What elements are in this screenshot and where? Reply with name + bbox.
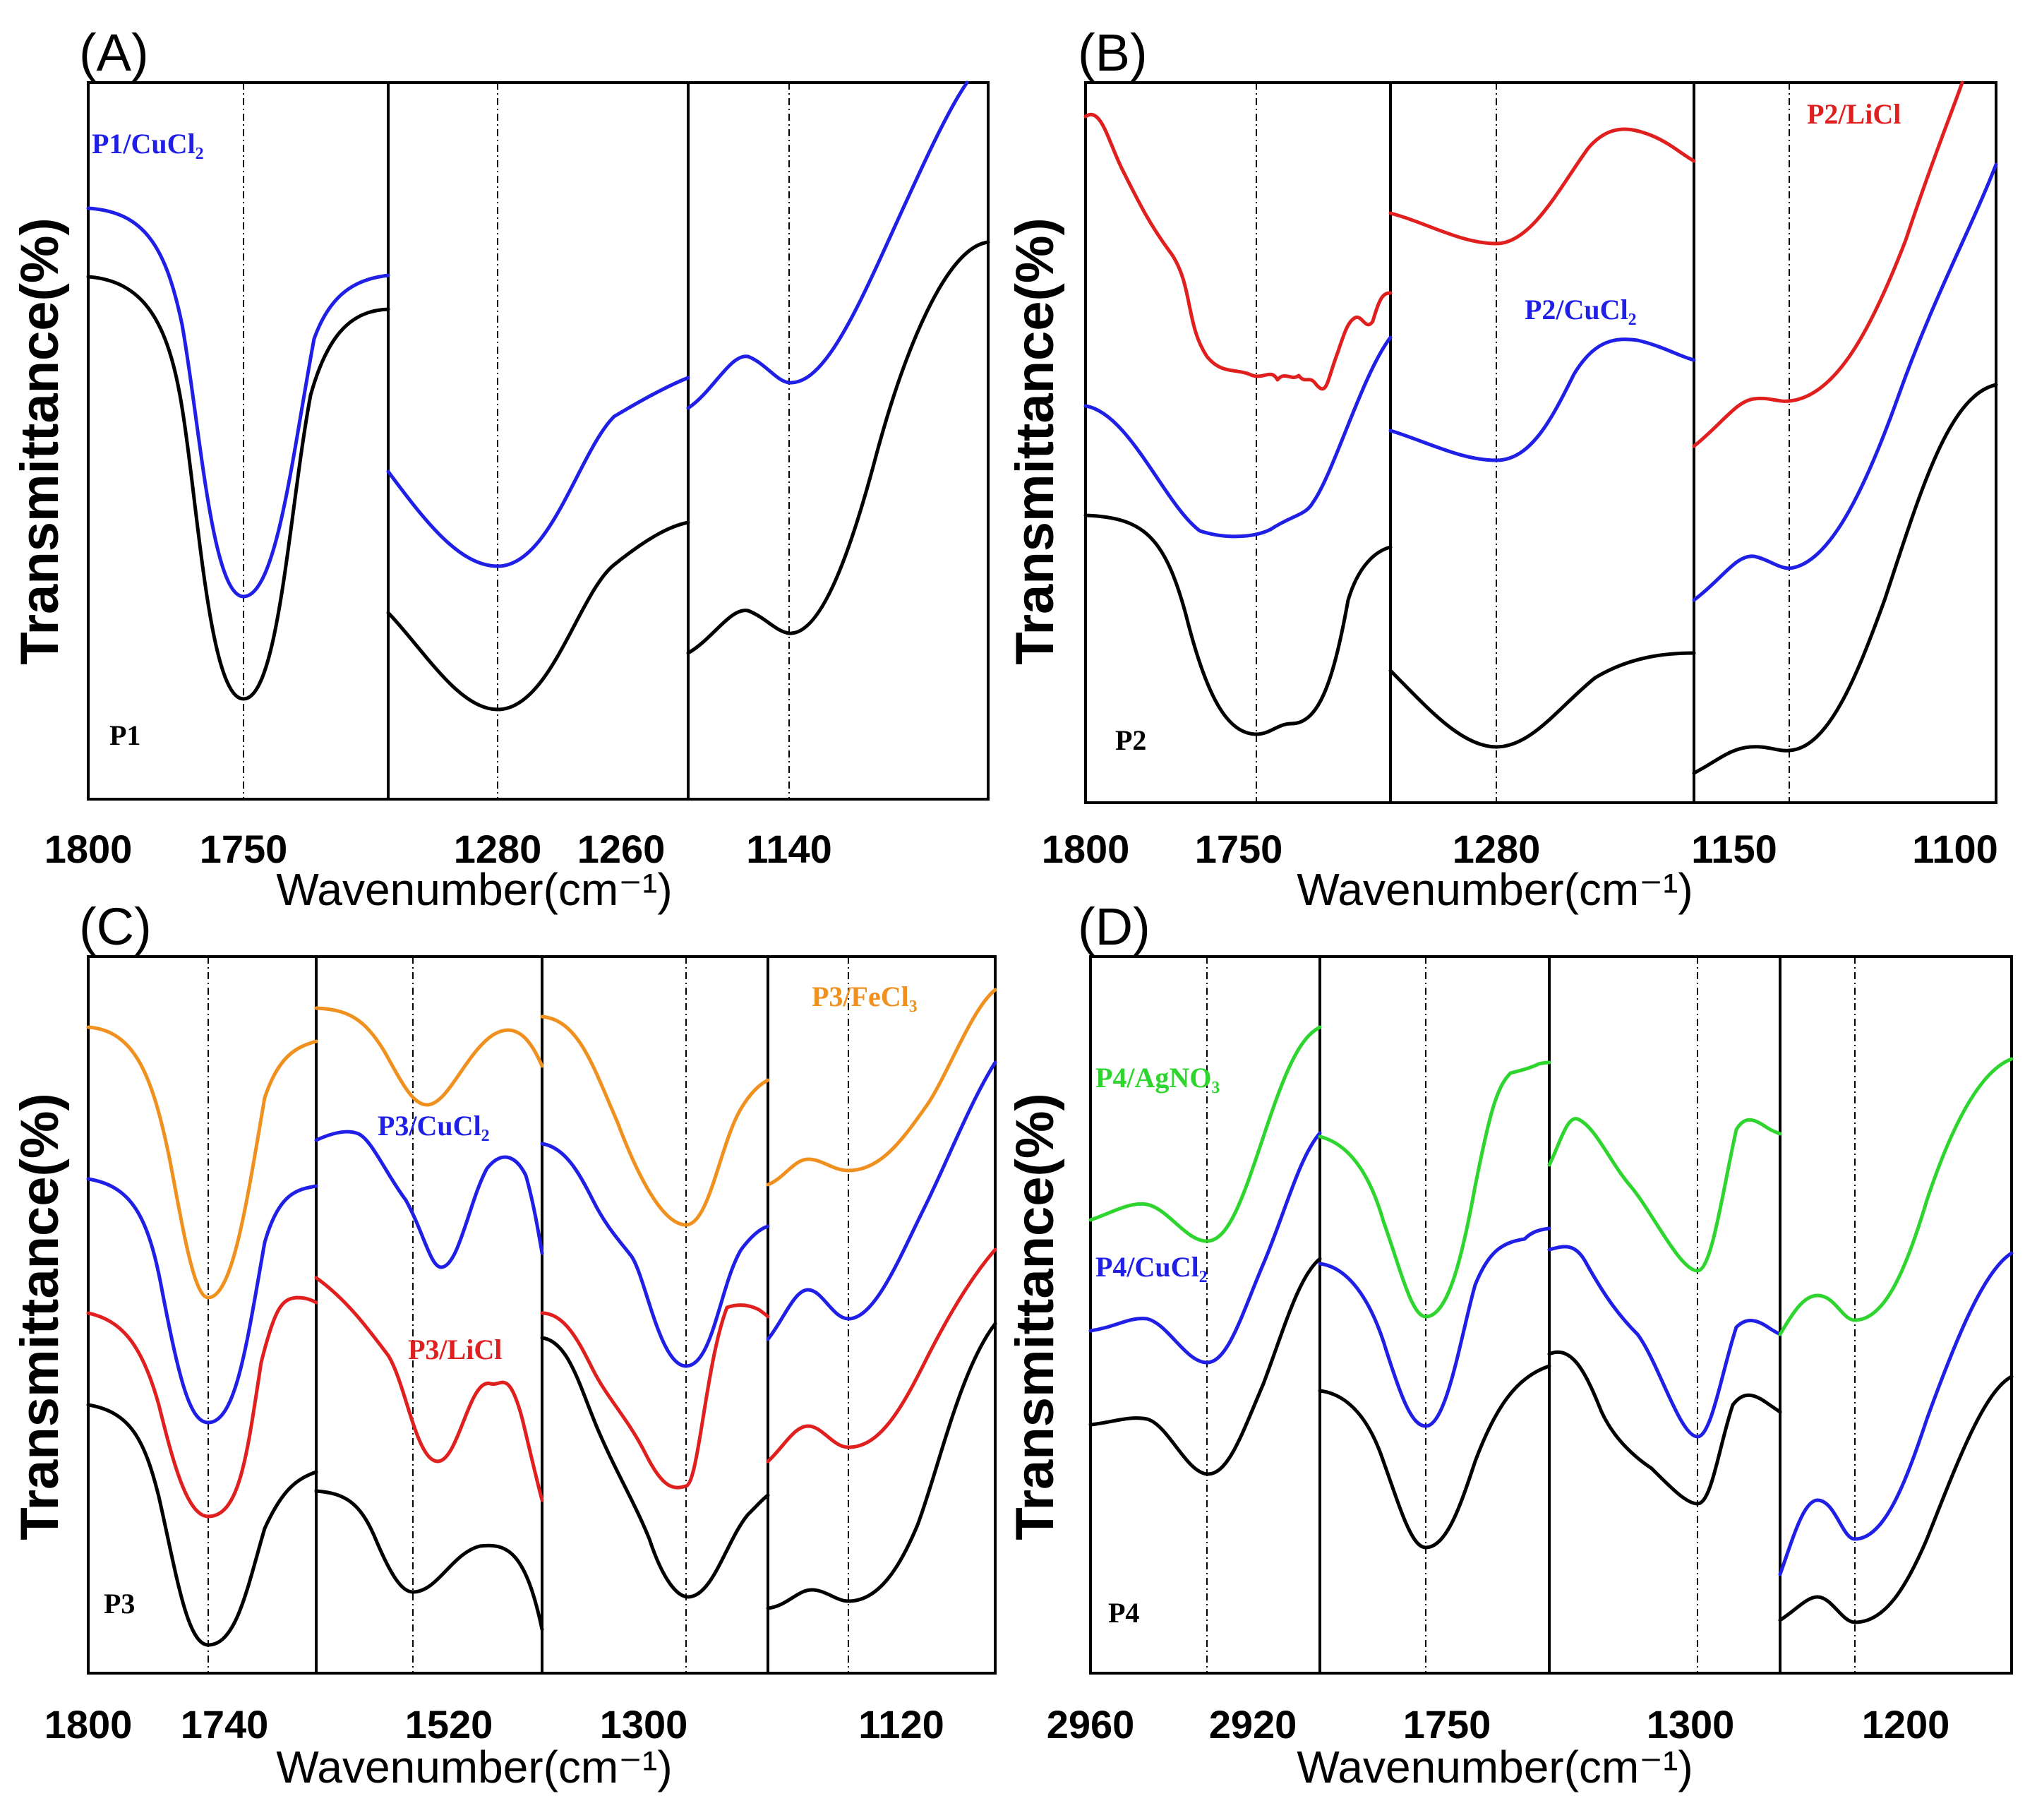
panel-c-ylabel: Transmittance(%) xyxy=(10,1093,70,1540)
series-p2-line xyxy=(1692,383,1998,775)
panel-c: (C) P3/FeCl₃ P3/CuCl₂ P3/LiCl P3 1800 xyxy=(10,897,997,1792)
panel-c-tick-1740: 1740 xyxy=(181,1702,269,1747)
panel-d-tick-2960: 2960 xyxy=(1047,1702,1135,1747)
series-p1-cucl2-line xyxy=(86,206,390,599)
series-p2-cucl2-line xyxy=(1083,335,1393,539)
series-p1-line xyxy=(386,520,690,712)
panel-d-tick-1200: 1200 xyxy=(1862,1702,1950,1747)
series-p4-agno3-line xyxy=(1318,1060,1551,1319)
panel-a-frame xyxy=(87,81,990,801)
series-p4-agno3-line xyxy=(1547,1117,1782,1273)
series-p4-cucl2-line xyxy=(1778,1251,2014,1576)
panel-d: (D) P4/AgNO₃ P4/CuCl₂ P4 2960 2920 1750 … xyxy=(1005,897,2014,1792)
series-p4-cucl2-line xyxy=(1088,1131,1322,1365)
panel-a-xlabel: Wavenumber(cm⁻¹) xyxy=(276,864,672,915)
series-p4-agno3-line xyxy=(1778,1057,2014,1336)
panel-b-xlabel: Wavenumber(cm⁻¹) xyxy=(1297,864,1693,915)
panel-c-xlabel: Wavenumber(cm⁻¹) xyxy=(276,1742,672,1792)
series-p3-line xyxy=(86,1403,318,1647)
series-p3-line xyxy=(314,1489,544,1632)
series-label-p4-agno3: P4/AgNO₃ xyxy=(1095,1062,1220,1094)
panel-b-tick-1100: 1100 xyxy=(1912,827,1998,871)
series-label-p3-cucl2: P3/CuCl₂ xyxy=(378,1110,490,1142)
series-p3-fecl3-line xyxy=(540,1014,770,1227)
series-p3-licl-line xyxy=(540,1303,770,1490)
series-p1-line xyxy=(86,275,390,701)
series-p2-licl-line xyxy=(1692,80,1964,448)
series-p4-line xyxy=(1088,1257,1322,1476)
series-label-p3: P3 xyxy=(104,1588,135,1620)
series-p3-cucl2-line xyxy=(314,1130,544,1269)
panel-c-tick-1800: 1800 xyxy=(44,1702,133,1747)
series-p1-cucl2-line xyxy=(386,376,690,568)
panel-a-tick-1140: 1140 xyxy=(746,827,832,871)
series-label-p1-cucl2: P1/CuCl₂ xyxy=(92,128,204,160)
series-label-p2: P2 xyxy=(1115,724,1146,756)
series-p2-line xyxy=(1083,513,1393,736)
panel-d-ylabel: Transmittance(%) xyxy=(1005,1093,1065,1540)
panel-d-frame xyxy=(1089,955,2013,1675)
series-p3-cucl2-line xyxy=(86,1177,318,1425)
series-p4-cucl2-line xyxy=(1318,1226,1551,1428)
series-p3-fecl3-line xyxy=(314,1006,544,1107)
panel-b-tick-1280: 1280 xyxy=(1453,827,1541,871)
series-p1-line xyxy=(686,240,990,655)
panel-b-frame xyxy=(1084,81,1997,804)
series-p4-line xyxy=(1547,1350,1782,1506)
series-p1-cucl2-line xyxy=(686,80,969,410)
series-label-p2-licl: P2/LiCl xyxy=(1807,98,1901,130)
series-p2-line xyxy=(1388,651,1696,749)
series-label-p1: P1 xyxy=(109,719,140,751)
panel-d-label: (D) xyxy=(1078,897,1150,956)
series-p3-licl-line xyxy=(766,1247,997,1463)
series-p4-line xyxy=(1778,1375,2014,1624)
panel-b-tick-1150: 1150 xyxy=(1691,827,1777,871)
series-p3-licl-line xyxy=(314,1276,544,1502)
series-p3-line xyxy=(766,1322,997,1610)
series-p2-cucl2-line xyxy=(1388,337,1696,462)
series-p3-cucl2-line xyxy=(766,1060,997,1341)
series-label-p4-cucl2: P4/CuCl₂ xyxy=(1095,1251,1208,1283)
series-p3-fecl3-line xyxy=(86,1025,318,1300)
panel-a-tick-1260: 1260 xyxy=(577,827,666,871)
panel-d-tick-2920: 2920 xyxy=(1209,1702,1297,1747)
series-p3-licl-line xyxy=(86,1295,318,1519)
panel-b-tick-1750: 1750 xyxy=(1195,827,1283,871)
series-label-p3-fecl3: P3/FeCl₃ xyxy=(812,981,918,1012)
panel-a-ylabel: Transmittance(%) xyxy=(10,217,70,665)
series-p2-cucl2-line xyxy=(1692,162,1998,602)
panel-c-tick-1520: 1520 xyxy=(405,1702,493,1747)
series-label-p3-licl: P3/LiCl xyxy=(408,1334,502,1365)
panel-c-label: (C) xyxy=(79,897,152,956)
panel-c-tick-1300: 1300 xyxy=(600,1702,688,1747)
series-p4-agno3-line xyxy=(1088,1025,1322,1243)
series-p4-line xyxy=(1318,1364,1551,1550)
panel-c-tick-1120: 1120 xyxy=(858,1702,944,1747)
panel-a-tick-1280: 1280 xyxy=(454,827,542,871)
panel-d-tick-1750: 1750 xyxy=(1403,1702,1491,1747)
series-p3-fecl3-line xyxy=(766,988,997,1187)
panel-a: (A) P1/CuCl₂ P1 1800 1750 1280 1260 1140… xyxy=(10,23,990,915)
panel-a-tick-1800: 1800 xyxy=(44,827,133,871)
series-p4-cucl2-line xyxy=(1547,1245,1782,1439)
series-p3-line xyxy=(540,1336,770,1599)
panel-b-ylabel: Transmittance(%) xyxy=(1005,217,1065,665)
panel-b-label: (B) xyxy=(1078,23,1148,82)
panel-d-tick-1300: 1300 xyxy=(1647,1702,1735,1747)
series-label-p4: P4 xyxy=(1108,1597,1139,1629)
series-p2-licl-line xyxy=(1388,127,1696,246)
series-p2-licl-line xyxy=(1083,113,1393,391)
panel-b-tick-1800: 1800 xyxy=(1042,827,1130,871)
series-p3-cucl2-line xyxy=(540,1142,770,1368)
panel-a-tick-1750: 1750 xyxy=(200,827,288,871)
series-label-p2-cucl2: P2/CuCl₂ xyxy=(1525,294,1637,325)
panel-d-xlabel: Wavenumber(cm⁻¹) xyxy=(1297,1742,1693,1792)
panel-b: (B) P2/LiCl P2/CuCl₂ P2 1800 1750 1280 1… xyxy=(1005,23,1998,915)
panel-a-label: (A) xyxy=(79,23,149,82)
